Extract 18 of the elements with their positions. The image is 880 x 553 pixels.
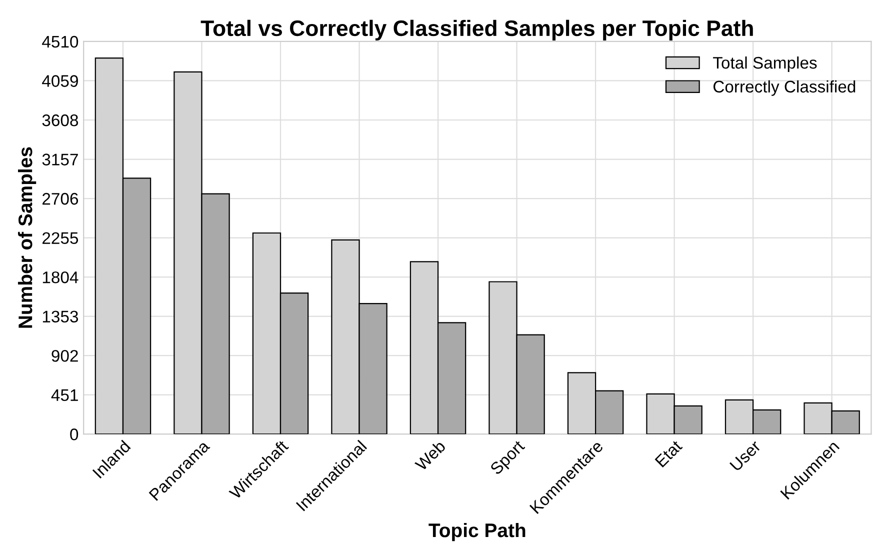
y-tick-label: 1804 (42, 271, 78, 284)
y-tick-label: 902 (52, 350, 78, 362)
chart-title: Total vs Correctly Classified Samples per Topic Path (200, 20, 753, 41)
y-axis-title: Number of Samples (18, 147, 36, 328)
x-tick-label: Web (414, 439, 446, 472)
y-tick-label: 4059 (42, 75, 78, 87)
y-tick-label: 3157 (42, 154, 78, 166)
legend-label: Total Samples (713, 56, 817, 72)
legend-label: Correctly Classified (713, 80, 856, 96)
y-tick-label: 0 (70, 428, 78, 440)
y-tick-label: 1353 (42, 310, 78, 323)
y-tick-label: 451 (51, 389, 78, 402)
y-tick-label: 3608 (42, 114, 78, 126)
y-tick-label: 2706 (42, 192, 78, 205)
y-tick-label: 4510 (42, 36, 78, 48)
x-axis-title: Topic Path (428, 522, 526, 542)
y-tick-label: 2255 (42, 232, 78, 244)
x-tick-label: Etat (654, 439, 683, 468)
